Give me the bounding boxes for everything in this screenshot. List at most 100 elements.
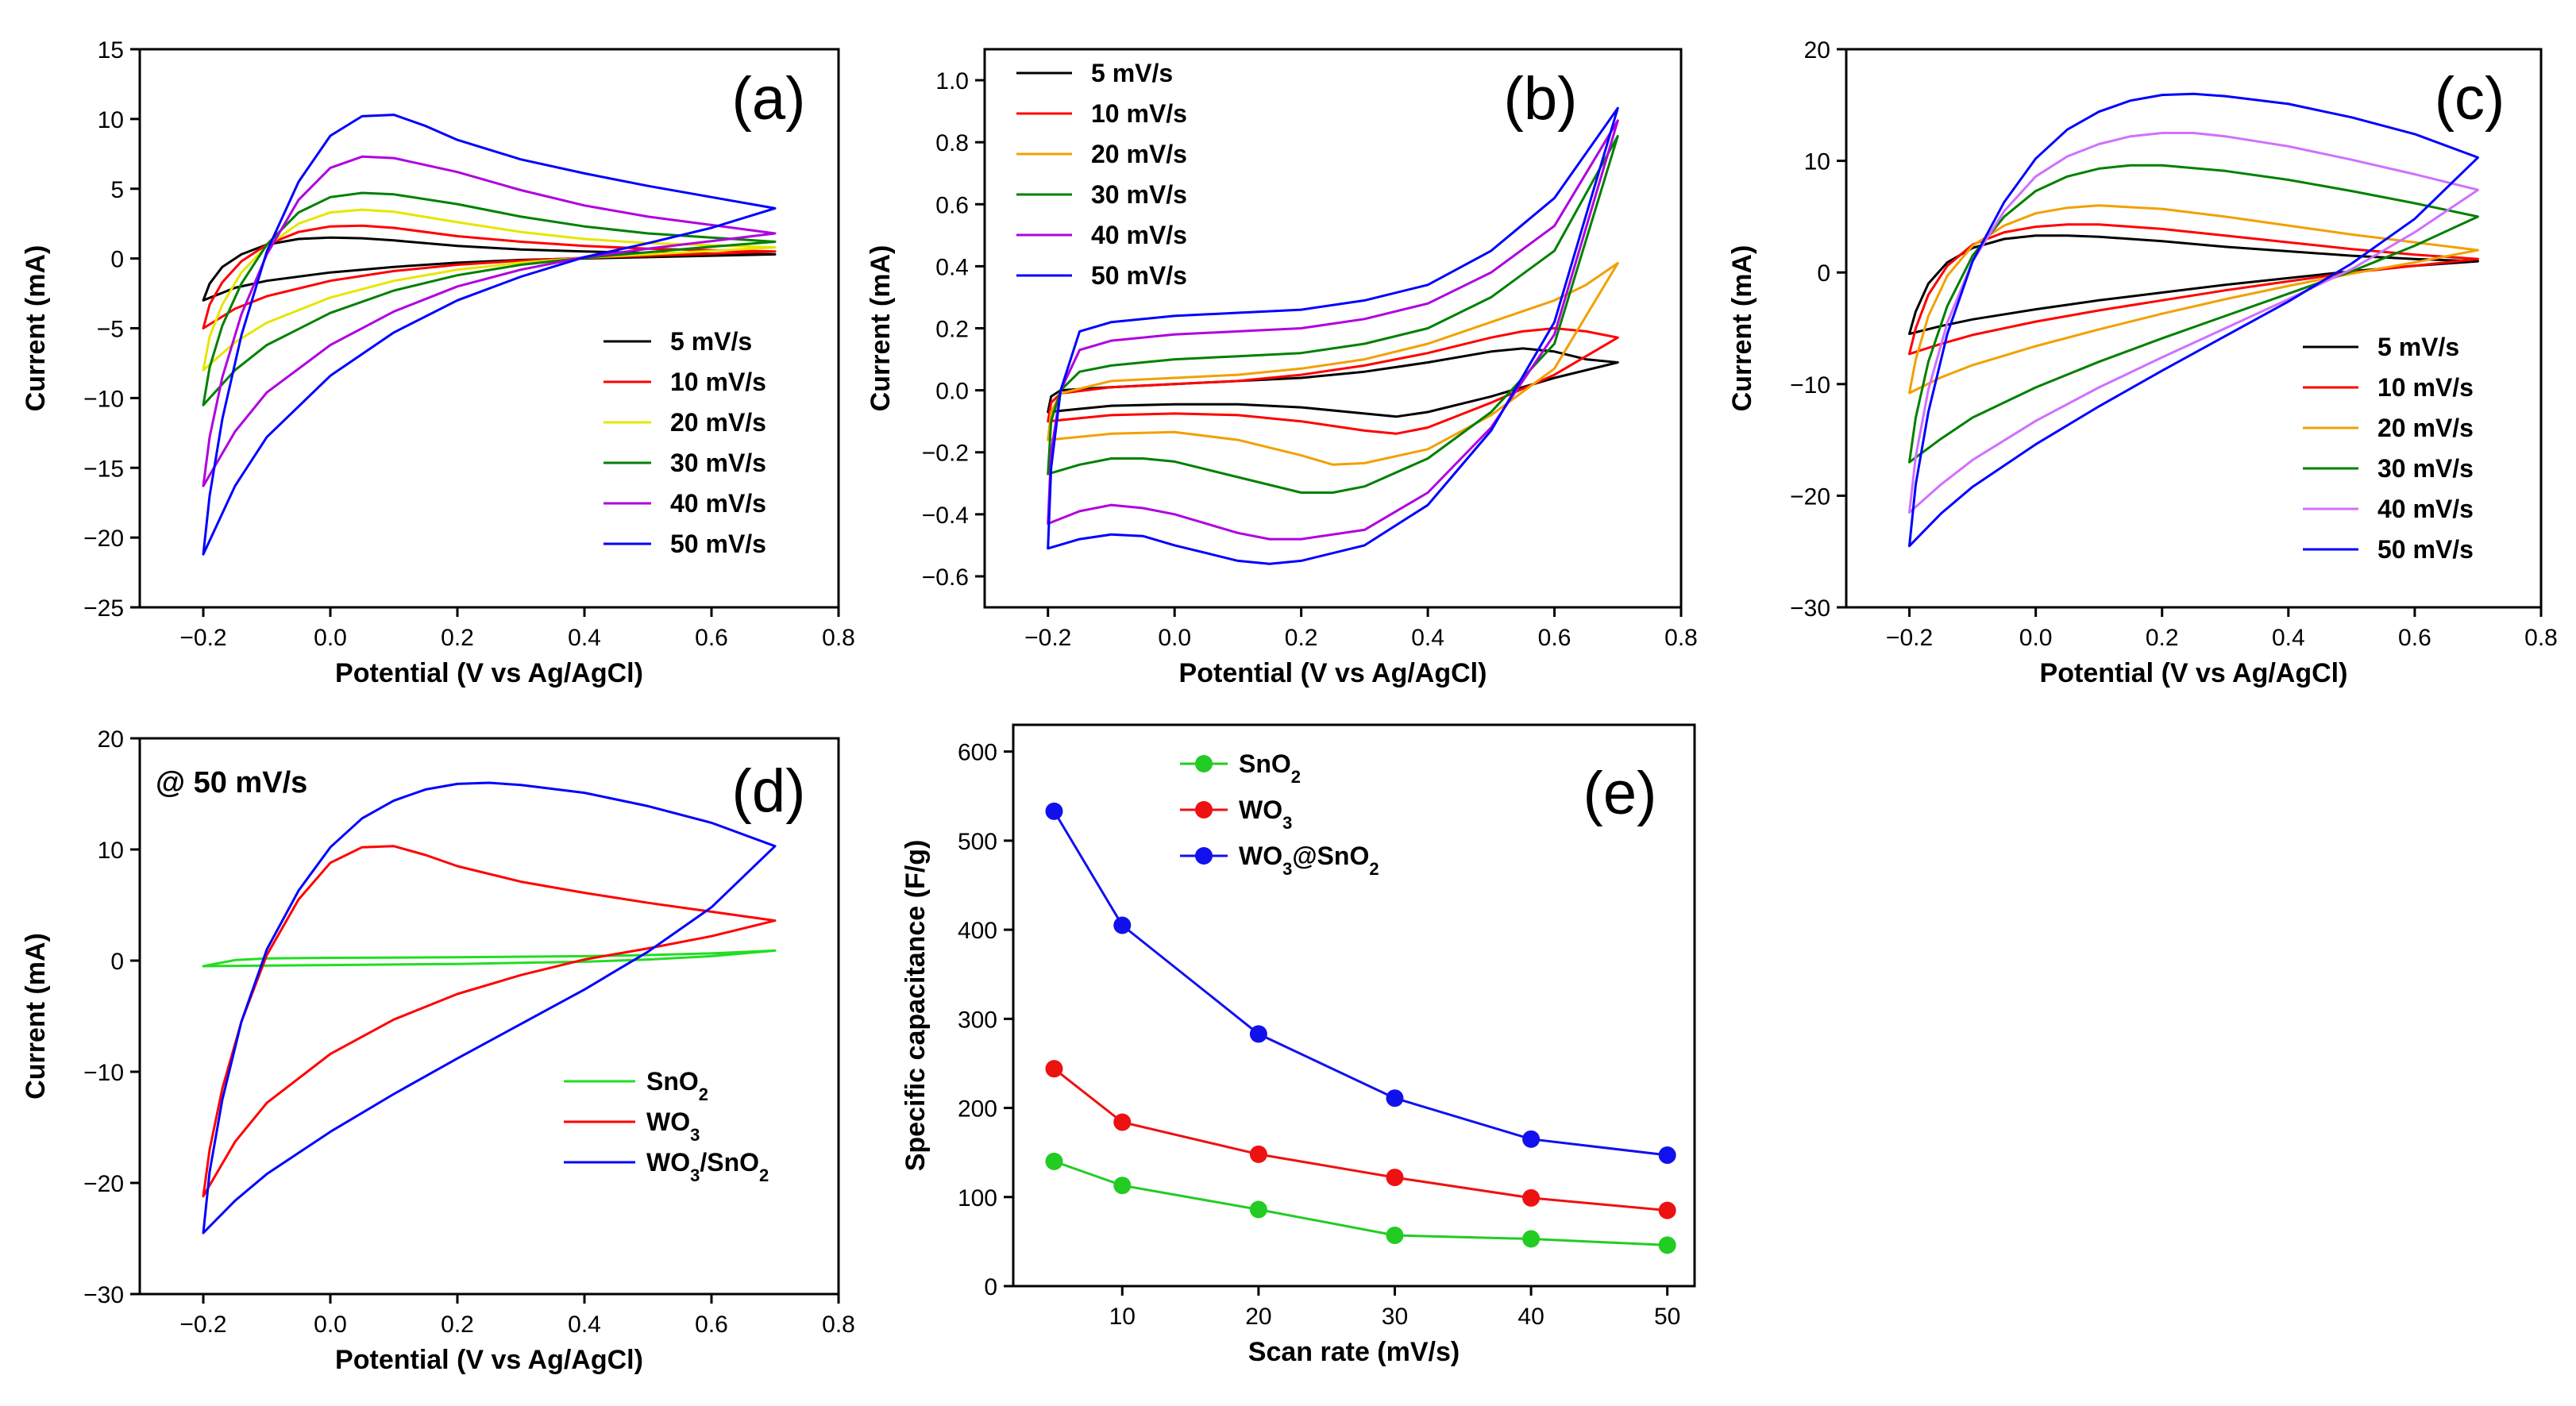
data-point (1658, 1146, 1676, 1165)
legend-marker (1195, 847, 1213, 865)
y-tick-label: −10 (83, 386, 124, 412)
x-tick-label: 0.0 (314, 625, 347, 651)
series-line (1053, 811, 1668, 1157)
chart-panel-d: −0.2 0.0 0.2 0.4 0.6 0.8 −30 −20 −10 0 10 20 Potenti… (21, 726, 855, 1375)
legend-label: WO3/SnO2 (646, 1148, 769, 1185)
x-tick-label: 0.6 (2398, 625, 2431, 651)
panel-label: (b) (1504, 65, 1578, 133)
x-tick-label: 0.2 (441, 1312, 474, 1338)
scan-rate-annotation: @ 50 mV/s (156, 766, 307, 799)
legend-label: 30 mV/s (2377, 454, 2474, 483)
legend-label: 20 mV/s (1091, 140, 1187, 168)
cv-curve (1908, 92, 2479, 548)
x-axis-title: Potential (V vs Ag/AgCl) (335, 658, 643, 688)
legend-item: 50 mV/s (1016, 261, 1187, 290)
y-axis-title: Current (mA) (1727, 245, 1757, 412)
legend-item: 40 mV/s (2303, 495, 2474, 523)
panel-label: (d) (732, 757, 806, 825)
y-tick-label: 200 (958, 1096, 997, 1123)
y-tick-label: 0.4 (935, 254, 969, 280)
cv-curve (1047, 262, 1619, 466)
y-tick-label: 10 (98, 107, 124, 133)
legend-label: SnO2 (1239, 749, 1301, 787)
x-tick-label: 0.0 (1158, 625, 1191, 651)
y-tick-label: −20 (83, 1171, 124, 1197)
x-tick-label: 0.4 (2272, 625, 2305, 651)
legend-label: 40 mV/s (1091, 221, 1187, 249)
series-line (1053, 1067, 1668, 1212)
y-tick-label: 300 (958, 1007, 997, 1033)
data-point (1045, 1152, 1063, 1170)
legend-item: 50 mV/s (604, 530, 766, 558)
legend-item: 30 mV/s (2303, 454, 2474, 483)
x-tick-label: −0.2 (179, 625, 226, 651)
legend-label: 30 mV/s (1091, 180, 1187, 209)
legend-item: WO3 (564, 1107, 700, 1145)
x-tick-label: 0.4 (568, 1312, 601, 1338)
cv-curve (1047, 119, 1619, 541)
y-axis-title: Specific capacitance (F/g) (900, 840, 931, 1172)
y-axis-title: Current (mA) (21, 933, 51, 1100)
legend-marker (1195, 801, 1213, 819)
legend-item: 5 mV/s (604, 327, 752, 356)
data-point (1113, 1177, 1132, 1195)
legend-item: 20 mV/s (1016, 140, 1187, 168)
legend-item: 10 mV/s (2303, 373, 2474, 402)
plot-frame (1845, 48, 2543, 609)
legend-marker (1195, 755, 1213, 772)
legend: 5 mV/s 10 mV/s 20 mV/s 30 mV/s 40 mV/s 50 mV/… (2303, 333, 2474, 564)
y-tick-label: −10 (83, 1060, 124, 1086)
cv-curve (202, 781, 777, 1235)
y-tick-label: −30 (1790, 595, 1830, 622)
y-tick-label: −15 (83, 456, 124, 482)
legend-item: 20 mV/s (604, 408, 766, 437)
y-tick-label: −0.2 (922, 441, 969, 467)
cv-curve (1908, 234, 2479, 335)
y-tick-label: 10 (98, 838, 124, 864)
cv-curve (1047, 327, 1619, 435)
legend-label: 40 mV/s (2377, 495, 2474, 523)
legend-item: 10 mV/s (604, 368, 766, 396)
data-point (1045, 1060, 1063, 1078)
legend-label: 20 mV/s (2377, 414, 2474, 442)
y-tick-label: −30 (83, 1282, 124, 1308)
cv-curve (1047, 106, 1619, 565)
x-axis-title: Scan rate (mV/s) (1248, 1337, 1460, 1367)
data-point (1386, 1169, 1404, 1187)
series-line (1053, 1160, 1668, 1246)
data-point (1045, 802, 1063, 820)
cv-curve (202, 845, 777, 1198)
legend-label: 10 mV/s (2377, 373, 2474, 402)
legend-label: 50 mV/s (1091, 261, 1187, 290)
x-tick-label: 0.8 (822, 625, 855, 651)
y-tick-label: −0.6 (922, 564, 969, 591)
data-point (1522, 1188, 1541, 1207)
legend-item: 5 mV/s (2303, 333, 2459, 361)
cv-curve (1047, 134, 1619, 494)
y-tick-label: 20 (1804, 37, 1830, 64)
x-axis-title: Potential (V vs Ag/AgCl) (1179, 658, 1487, 688)
y-tick-label: 0 (984, 1274, 997, 1300)
legend-label: 30 mV/s (670, 449, 766, 477)
x-tick-label: 0.0 (314, 1312, 347, 1338)
data-point (1113, 1113, 1132, 1131)
legend-item: 40 mV/s (604, 489, 766, 518)
data-point (1386, 1089, 1404, 1107)
y-tick-label: 0.0 (935, 379, 969, 405)
legend-item: 5 mV/s (1016, 59, 1173, 87)
y-tick-label: 15 (98, 37, 124, 64)
legend-item: 30 mV/s (1016, 180, 1187, 209)
y-tick-label: 0 (110, 949, 124, 975)
legend-item: 20 mV/s (2303, 414, 2474, 442)
y-tick-label: 100 (958, 1185, 997, 1211)
x-tick-label: 30 (1382, 1304, 1408, 1330)
y-axis-title: Current (mA) (21, 245, 51, 412)
panel-label: (a) (732, 65, 806, 133)
x-tick-label: 0.8 (2524, 625, 2558, 651)
y-tick-label: −20 (83, 526, 124, 552)
x-tick-label: 50 (1654, 1304, 1680, 1330)
y-tick-label: 5 (110, 177, 124, 203)
x-tick-label: −0.2 (179, 1312, 226, 1338)
y-tick-label: 1.0 (935, 68, 969, 94)
